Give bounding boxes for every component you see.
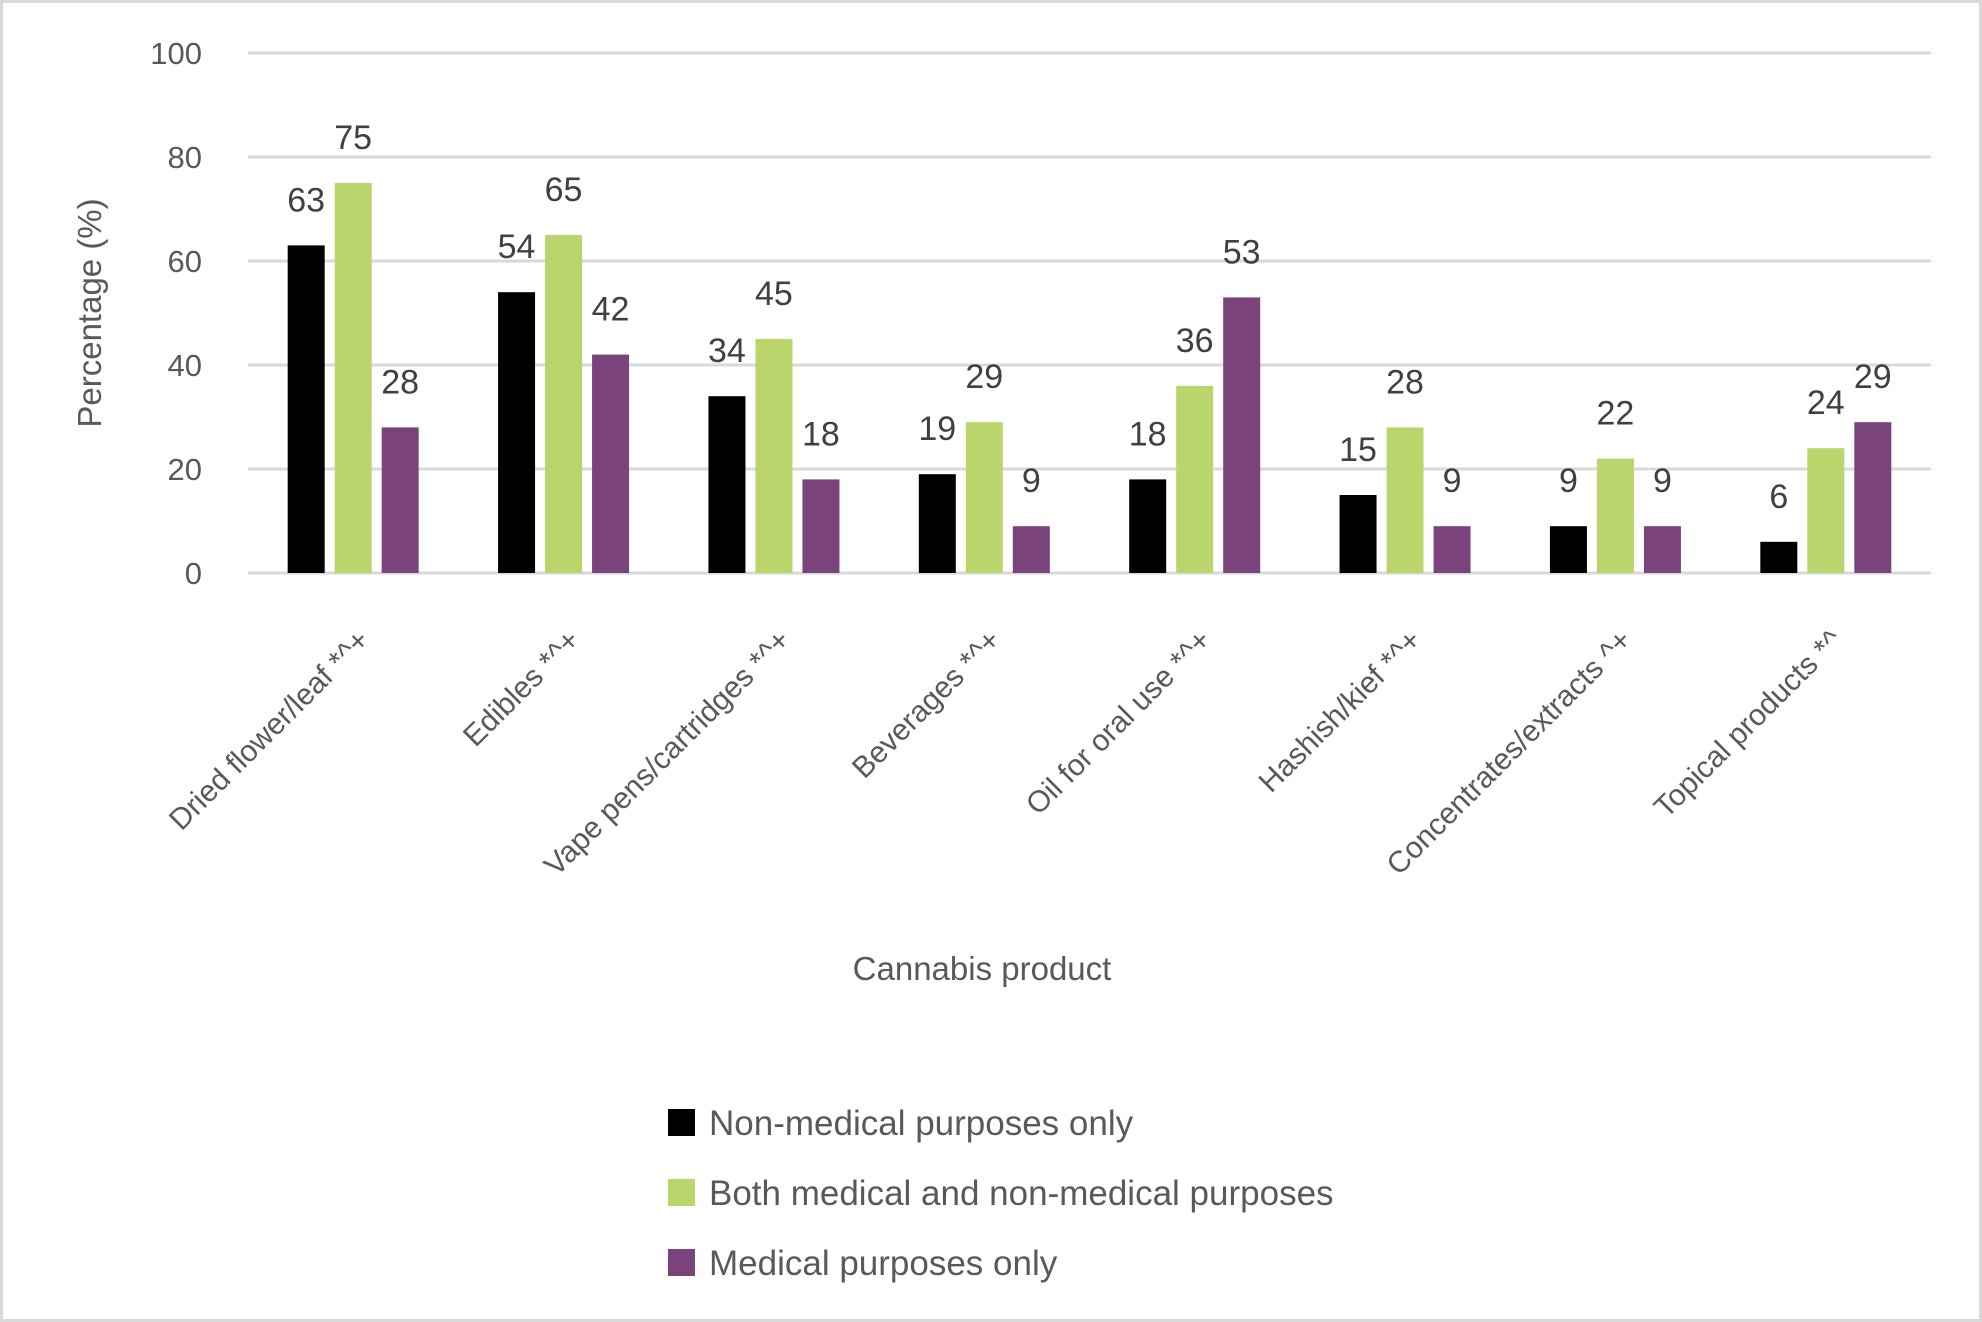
y-tick-label: 20 [168, 452, 202, 487]
bar [1854, 422, 1892, 573]
x-axis-category-labels: Dried flower/leaf *^+ Edibles *^+Vape pen… [163, 624, 1849, 883]
legend-item: Non-medical purposes only [668, 1104, 1134, 1143]
data-label: 53 [1223, 233, 1261, 271]
data-label: 42 [592, 291, 630, 329]
y-axis-ticks: 0 20 40 60 80 100 [150, 36, 202, 591]
y-tick-label: 60 [168, 244, 202, 279]
data-label: 18 [802, 415, 840, 453]
data-label: 19 [918, 410, 956, 448]
bar [1760, 541, 1798, 573]
data-label: 9 [1022, 462, 1041, 500]
y-tick-label: 40 [168, 348, 202, 383]
data-label: 54 [498, 228, 536, 266]
bar [1223, 297, 1261, 573]
bar [918, 474, 956, 573]
bar [1643, 526, 1681, 573]
y-axis-title: Percentage (%) [71, 198, 108, 427]
x-category-label: Topical products *^ [1648, 624, 1849, 825]
data-label: 22 [1597, 395, 1635, 433]
bar [1012, 526, 1050, 573]
bars [287, 183, 1892, 573]
x-category-label: Vape pens/cartridges *^+ [538, 624, 797, 883]
legend-label: Non-medical purposes only [709, 1104, 1134, 1143]
bar [1129, 479, 1167, 573]
data-label: 28 [1386, 363, 1424, 401]
data-label: 9 [1653, 462, 1672, 500]
x-category-label: Edibles *^+ [457, 624, 586, 753]
y-tick-label: 100 [150, 36, 202, 71]
data-label: 63 [287, 181, 325, 219]
legend-swatch [668, 1249, 695, 1276]
bar [802, 479, 840, 573]
data-label: 65 [545, 171, 583, 209]
data-label: 36 [1176, 322, 1214, 360]
bar [755, 339, 793, 573]
legend-item: Medical purposes only [668, 1244, 1058, 1283]
data-label: 28 [381, 363, 419, 401]
bar [708, 396, 746, 573]
legend-item: Both medical and non-medical purposes [668, 1174, 1334, 1213]
bar [1433, 526, 1471, 573]
legend-label: Medical purposes only [709, 1244, 1058, 1283]
data-label: 29 [965, 358, 1003, 396]
bar [1176, 385, 1214, 573]
x-category-label: Oil for oral use *^+ [1020, 624, 1218, 822]
legend-label: Both medical and non-medical purposes [709, 1174, 1334, 1213]
bar [334, 183, 372, 573]
bar [287, 245, 325, 573]
bar [965, 422, 1003, 573]
data-label: 45 [755, 275, 793, 313]
x-axis-title: Cannabis product [853, 950, 1112, 987]
data-label: 29 [1854, 358, 1892, 396]
legend-swatch [668, 1109, 695, 1136]
y-tick-label: 80 [168, 140, 202, 175]
bar [1596, 458, 1634, 573]
y-tick-label: 0 [185, 556, 202, 591]
data-label: 18 [1129, 415, 1167, 453]
data-label: 9 [1559, 462, 1578, 500]
data-label: 24 [1807, 384, 1845, 422]
bar [498, 292, 536, 573]
x-category-label: Hashish/kief *^+ [1253, 624, 1428, 799]
legend: Non-medical purposes only Both medical an… [668, 1104, 1334, 1283]
x-category-label: Concentrates/extracts ^+ [1380, 624, 1638, 882]
bar [1549, 526, 1587, 573]
data-label: 34 [708, 332, 746, 370]
data-label: 75 [334, 119, 372, 157]
bar [545, 235, 583, 573]
legend-swatch [668, 1179, 695, 1206]
bar [1386, 427, 1424, 573]
data-label: 9 [1443, 462, 1462, 500]
data-label: 15 [1339, 431, 1377, 469]
bar [1339, 495, 1377, 573]
bar [381, 427, 419, 573]
x-category-label: Beverages *^+ [846, 624, 1007, 785]
x-category-label: Dried flower/leaf *^+ [163, 624, 376, 837]
bar [1807, 448, 1845, 573]
bar [592, 354, 630, 573]
data-label: 6 [1769, 478, 1788, 516]
